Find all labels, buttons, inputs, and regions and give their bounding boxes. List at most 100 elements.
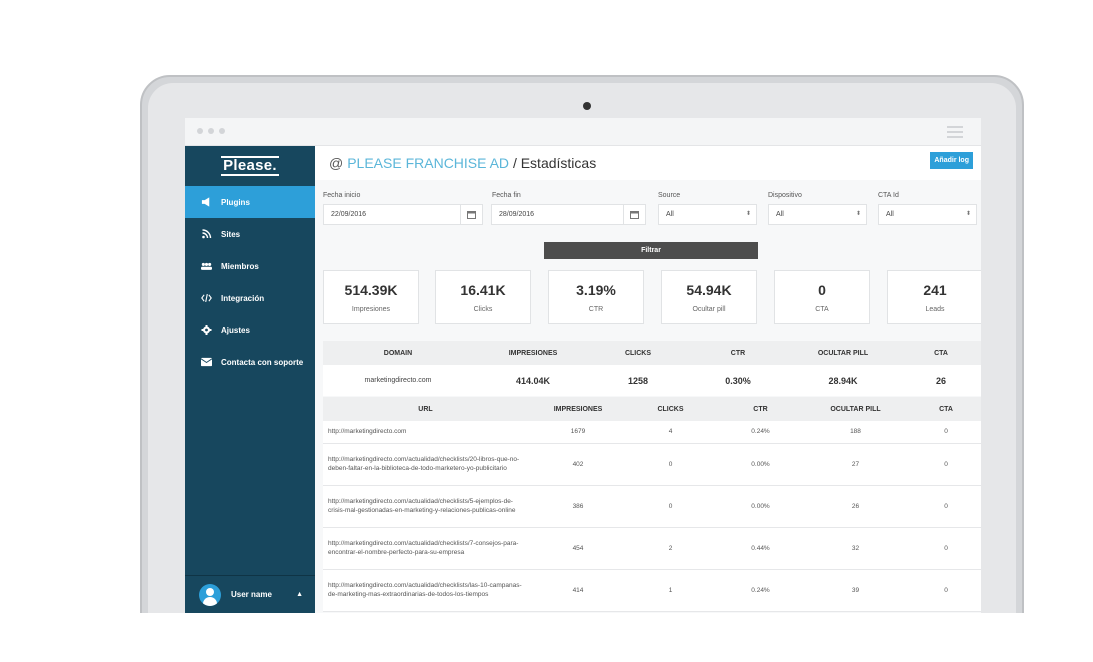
url-cell[interactable]: http://marketingdirecto.com/actualidad/c… xyxy=(323,443,528,486)
hamburger-menu-icon[interactable] xyxy=(947,126,963,138)
table-cell: 454 xyxy=(528,527,628,570)
device-value: All xyxy=(776,211,784,218)
table-cell: 2 xyxy=(628,527,713,570)
cta-id-label: CTA Id xyxy=(878,192,899,199)
rss-icon xyxy=(199,229,213,239)
device-label: Dispositivo xyxy=(768,192,802,199)
start-date-label: Fecha inicio xyxy=(323,192,361,199)
user-menu[interactable]: User name ▲ xyxy=(185,575,315,613)
stat-value: 514.39K xyxy=(344,281,398,298)
table-cell: marketingdirecto.com xyxy=(323,365,473,396)
stat-card-ctr: 3.19% CTR xyxy=(548,270,644,324)
calendar-icon[interactable] xyxy=(623,205,645,224)
table-row[interactable]: http://marketingdirecto.com/actualidad/c… xyxy=(323,569,981,612)
column-header[interactable]: DOMAIN xyxy=(323,341,473,365)
table-row[interactable]: http://marketingdirecto.com/actualidad/c… xyxy=(323,443,981,486)
table-row[interactable]: http://marketingdirecto.com 1679 4 0.24%… xyxy=(323,421,981,444)
table-cell: 0 xyxy=(903,421,981,444)
url-cell[interactable]: http://marketingdirecto.com/actualidad/c… xyxy=(323,527,528,570)
sidebar-item-miembros[interactable]: Miembros xyxy=(185,250,315,282)
table-cell: 0.24% xyxy=(713,569,808,612)
page-title: @ PLEASE FRANCHISE AD / Estadísticas xyxy=(329,155,596,171)
sidebar-item-integracion[interactable]: Integración xyxy=(185,282,315,314)
megaphone-icon xyxy=(199,197,213,207)
page-background-bottom xyxy=(0,613,1093,662)
column-header[interactable]: OCULTAR PILL xyxy=(793,341,893,365)
table-row[interactable]: marketingdirecto.com 414.04K 1258 0.30% … xyxy=(323,365,981,396)
sidebar-item-contacta[interactable]: Contacta con soporte xyxy=(185,346,315,378)
stat-value: 0 xyxy=(818,281,826,298)
sidebar-item-label: Ajustes xyxy=(221,325,250,335)
table-cell: 0 xyxy=(903,485,981,528)
stat-label: Impresiones xyxy=(351,305,391,313)
sidebar-item-label: Miembros xyxy=(221,261,259,271)
user-name: User name xyxy=(231,590,272,599)
stat-card-cta: 0 CTA xyxy=(774,270,870,324)
calendar-icon[interactable] xyxy=(460,205,482,224)
add-log-button[interactable]: Añadir log xyxy=(930,152,973,169)
domain-table: DOMAIN IMPRESIONES CLICKS CTR OCULTAR PI… xyxy=(323,341,981,396)
app-screen: Please. Plugins Sites Miembros Integraci… xyxy=(185,118,981,613)
column-header[interactable]: URL xyxy=(323,397,528,421)
sidebar-item-plugins[interactable]: Plugins xyxy=(185,186,315,218)
url-cell[interactable]: http://marketingdirecto.com xyxy=(323,421,528,444)
table-cell: 27 xyxy=(808,443,903,486)
table-cell: 26 xyxy=(808,485,903,528)
filter-button[interactable]: Filtrar xyxy=(544,242,758,259)
column-header[interactable]: OCULTAR PILL xyxy=(808,397,903,421)
cta-id-select[interactable]: All ⬍ xyxy=(878,204,977,225)
end-date-label: Fecha fin xyxy=(492,192,521,199)
device-select[interactable]: All ⬍ xyxy=(768,204,867,225)
end-date-value: 28/09/2016 xyxy=(499,211,535,218)
brand-title[interactable]: PLEASE FRANCHISE AD xyxy=(347,155,510,171)
url-cell[interactable]: http://marketingdirecto.com/actualidad/c… xyxy=(323,569,528,612)
table-cell: 414.04K xyxy=(473,365,593,396)
sidebar-item-label: Plugins xyxy=(221,197,250,207)
column-header[interactable]: IMPRESIONES xyxy=(473,341,593,365)
column-header[interactable]: CTA xyxy=(903,397,981,421)
column-header[interactable]: CTR xyxy=(713,397,808,421)
table-cell: 26 xyxy=(893,365,981,396)
gear-icon xyxy=(199,325,213,335)
table-cell: 414 xyxy=(528,569,628,612)
caret-up-icon: ▲ xyxy=(296,591,303,598)
main-content: @ PLEASE FRANCHISE AD / Estadísticas Añad… xyxy=(315,146,981,613)
end-date-input[interactable]: 28/09/2016 xyxy=(491,204,646,225)
table-cell: 402 xyxy=(528,443,628,486)
url-table-header: URL IMPRESIONES CLICKS CTR OCULTAR PILL … xyxy=(323,397,981,421)
column-header[interactable]: CTR xyxy=(683,341,793,365)
start-date-input[interactable]: 22/09/2016 xyxy=(323,204,483,225)
table-row[interactable]: http://marketingdirecto.com/actualidad/c… xyxy=(323,485,981,528)
logo[interactable]: Please. xyxy=(221,156,279,176)
table-row[interactable]: http://marketingdirecto.com/actualidad/c… xyxy=(323,527,981,570)
sidebar-item-ajustes[interactable]: Ajustes xyxy=(185,314,315,346)
table-cell: 386 xyxy=(528,485,628,528)
window-controls[interactable] xyxy=(197,128,225,134)
stat-label: Leads xyxy=(925,305,945,313)
cta-id-value: All xyxy=(886,211,894,218)
url-cell[interactable]: http://marketingdirecto.com/actualidad/c… xyxy=(323,485,528,528)
table-cell: 0.24% xyxy=(713,421,808,444)
table-cell: 0.00% xyxy=(713,443,808,486)
stat-label: Clicks xyxy=(473,305,493,313)
sidebar-item-sites[interactable]: Sites xyxy=(185,218,315,250)
stat-value: 241 xyxy=(923,281,947,298)
sidebar-item-label: Integración xyxy=(221,293,265,303)
window-titlebar xyxy=(185,118,981,146)
column-header[interactable]: IMPRESIONES xyxy=(528,397,628,421)
column-header[interactable]: CLICKS xyxy=(628,397,713,421)
avatar xyxy=(199,583,221,606)
stat-label: Ocultar pill xyxy=(692,305,726,313)
column-header[interactable]: CTA xyxy=(893,341,981,365)
users-icon xyxy=(199,261,213,271)
table-cell: 1679 xyxy=(528,421,628,444)
table-cell: 1258 xyxy=(593,365,683,396)
at-sign: @ xyxy=(329,155,344,171)
stat-value: 54.94K xyxy=(686,281,732,298)
select-arrows-icon: ⬍ xyxy=(745,211,751,217)
stat-label: CTR xyxy=(588,305,604,313)
source-select[interactable]: All ⬍ xyxy=(658,204,757,225)
page-header: @ PLEASE FRANCHISE AD / Estadísticas Añad… xyxy=(315,146,981,180)
column-header[interactable]: CLICKS xyxy=(593,341,683,365)
stat-card-impresiones: 514.39K Impresiones xyxy=(323,270,419,324)
